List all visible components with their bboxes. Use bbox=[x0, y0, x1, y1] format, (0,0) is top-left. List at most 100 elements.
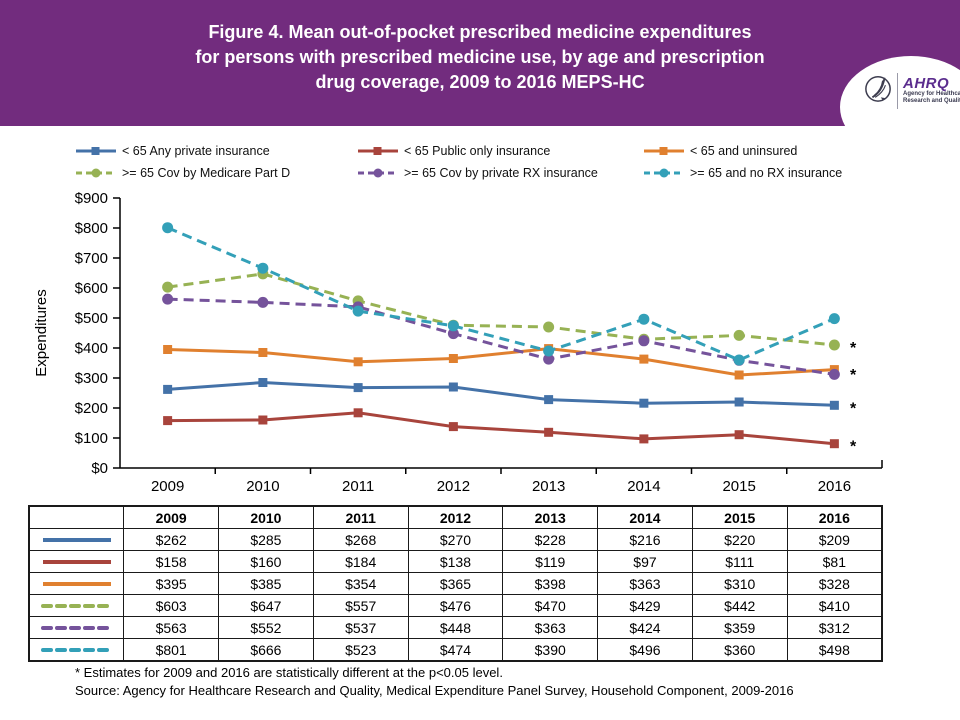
data-point bbox=[828, 368, 840, 380]
table-row: $563 $552 $537 $448 $363 $424 $359 $312 bbox=[28, 616, 883, 639]
significance-asterisks: * * * * bbox=[850, 340, 857, 456]
table-header-row: 2009 2010 2011 2012 2013 2014 2015 2016 bbox=[28, 505, 883, 529]
table-value-cell: $365 bbox=[407, 572, 504, 595]
svg-text:*: * bbox=[850, 439, 857, 456]
series-solid bbox=[163, 378, 839, 410]
table-value-cell: $385 bbox=[218, 572, 314, 595]
data-table: 2009 2010 2011 2012 2013 2014 2015 2016 $262 $28… bbox=[28, 505, 883, 662]
data-point bbox=[162, 222, 174, 234]
table-value-cell: $448 bbox=[407, 616, 504, 639]
figure-title: Figure 4. Mean out-of-pocket prescribed … bbox=[0, 0, 960, 95]
footnote-source: Source: Agency for Healthcare Research a… bbox=[75, 683, 794, 698]
data-point bbox=[733, 354, 745, 366]
data-point bbox=[163, 345, 173, 354]
data-point bbox=[162, 281, 174, 293]
table-value-cell: $429 bbox=[597, 594, 693, 617]
legend-label: < 65 Public only insurance bbox=[404, 144, 551, 158]
table-row: $801 $666 $523 $474 $390 $496 $360 $498 bbox=[28, 638, 883, 662]
data-point bbox=[352, 305, 364, 317]
legend-label: < 65 Any private insurance bbox=[122, 144, 270, 158]
svg-text:2016: 2016 bbox=[818, 478, 851, 495]
table-value-cell: $354 bbox=[312, 572, 409, 595]
table-value-cell: $801 bbox=[123, 638, 220, 662]
data-point bbox=[638, 313, 650, 325]
series-solid-line-icon bbox=[42, 537, 111, 542]
table-year-header: 2015 bbox=[691, 505, 788, 529]
series-dashed bbox=[162, 293, 840, 380]
data-point bbox=[828, 313, 840, 325]
table-value-cell: $111 bbox=[691, 550, 788, 573]
svg-text:2015: 2015 bbox=[722, 478, 755, 495]
legend-label: < 65 and uninsured bbox=[690, 144, 798, 158]
data-point bbox=[447, 328, 459, 340]
data-point bbox=[353, 383, 363, 393]
table-value-cell: $476 bbox=[407, 594, 504, 617]
data-point bbox=[258, 415, 268, 425]
y-axis-title: Expenditures bbox=[33, 289, 50, 377]
series-swatch-cell bbox=[28, 638, 125, 662]
line-chart: $0 $100 $200 $300 $400 $500 $600 $700 $800 $900 20… bbox=[33, 190, 883, 495]
table-year-header: 2010 bbox=[218, 505, 314, 529]
table-value-cell: $647 bbox=[218, 594, 314, 617]
table-value-cell: $360 bbox=[691, 638, 788, 662]
data-point bbox=[544, 395, 554, 405]
series-dashed-line-icon bbox=[40, 603, 113, 608]
data-point bbox=[639, 354, 649, 364]
data-point bbox=[733, 329, 745, 341]
table-row: $395 $385 $354 $365 $398 $363 $310 $328 bbox=[28, 572, 883, 595]
legend-swatch-solid-line-icon bbox=[76, 147, 116, 155]
table-row: $158 $160 $184 $138 $119 $97 $111 $81 bbox=[28, 550, 883, 573]
svg-text:2012: 2012 bbox=[437, 478, 470, 495]
legend-swatch-dashed-line-icon bbox=[76, 168, 116, 178]
data-point bbox=[639, 398, 649, 408]
data-point bbox=[257, 296, 269, 308]
legend-swatch-solid-line-icon bbox=[644, 147, 684, 155]
svg-text:$600: $600 bbox=[75, 280, 108, 297]
data-point bbox=[448, 422, 458, 432]
table-value-cell: $285 bbox=[218, 528, 314, 551]
table-value-cell: $363 bbox=[502, 616, 599, 639]
legend-item: >= 65 Cov by private RX insurance bbox=[357, 165, 598, 181]
data-point bbox=[828, 339, 840, 351]
data-point bbox=[162, 293, 174, 305]
svg-text:2009: 2009 bbox=[151, 478, 184, 495]
svg-text:*: * bbox=[850, 400, 857, 417]
table-body: $262 $285 $268 $270 $228 $216 $220 $209 $158 $160… bbox=[28, 528, 883, 662]
data-point bbox=[258, 378, 268, 387]
legend-swatch-dashed-line-icon bbox=[644, 168, 684, 178]
svg-text:*: * bbox=[850, 367, 857, 384]
table-row: $603 $647 $557 $476 $470 $429 $442 $410 bbox=[28, 594, 883, 617]
figure-title-line1: Figure 4. Mean out-of-pocket prescribed … bbox=[208, 22, 752, 42]
table-value-cell: $552 bbox=[218, 616, 314, 639]
data-point bbox=[829, 400, 839, 410]
data-point bbox=[639, 434, 649, 444]
data-point bbox=[257, 262, 269, 274]
svg-text:2013: 2013 bbox=[532, 478, 565, 495]
data-point bbox=[543, 321, 555, 333]
axes bbox=[113, 197, 883, 474]
data-point bbox=[448, 382, 458, 392]
svg-text:$500: $500 bbox=[75, 310, 108, 327]
legend-swatch-dashed-line-icon bbox=[358, 168, 398, 178]
table-value-cell: $666 bbox=[218, 638, 314, 662]
table-corner-cell bbox=[28, 505, 125, 529]
series-swatch-cell bbox=[28, 572, 125, 595]
series-dashed bbox=[162, 222, 840, 366]
x-tick-labels: 2009 2010 2011 2012 2013 2014 2015 2016 bbox=[151, 478, 851, 495]
table-value-cell: $603 bbox=[123, 594, 220, 617]
data-point bbox=[258, 348, 268, 357]
table-value-cell: $395 bbox=[123, 572, 220, 595]
table-value-cell: $537 bbox=[312, 616, 409, 639]
legend-item: >= 65 and no RX insurance bbox=[643, 165, 842, 181]
svg-text:$700: $700 bbox=[75, 250, 108, 267]
table-value-cell: $310 bbox=[691, 572, 788, 595]
footnotes: * Estimates for 2009 and 2016 are statis… bbox=[75, 664, 794, 700]
table-value-cell: $424 bbox=[597, 616, 693, 639]
series-solid-line-icon bbox=[42, 559, 111, 564]
figure-title-line2: for persons with prescribed medicine use… bbox=[195, 47, 765, 67]
data-point bbox=[638, 335, 650, 347]
ahrq-tagline-line1: Agency for Healthcare bbox=[903, 91, 960, 97]
series-dashed-line-icon bbox=[40, 647, 113, 652]
table-value-cell: $138 bbox=[407, 550, 504, 573]
svg-text:$900: $900 bbox=[75, 190, 108, 207]
